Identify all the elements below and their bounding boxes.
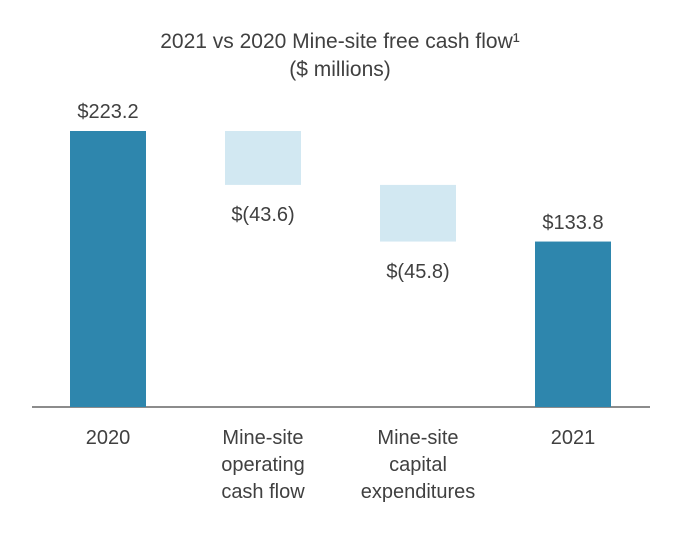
bar-4 bbox=[535, 241, 611, 407]
category-label-line: capital bbox=[389, 454, 447, 476]
bar-2 bbox=[225, 131, 301, 185]
category-label-1: 2020 bbox=[23, 425, 193, 452]
category-label-4: 2021 bbox=[488, 425, 658, 452]
category-label-line: 2020 bbox=[85, 427, 131, 449]
bar-1 bbox=[70, 131, 146, 407]
value-label-3: $(45.8) bbox=[386, 260, 450, 283]
value-label-1: $223.2 bbox=[77, 101, 139, 123]
category-label-2: Mine-site operating cash flow bbox=[178, 425, 348, 506]
category-label-line: Mine-site bbox=[377, 427, 459, 449]
chart-title-block: 2021 vs 2020 Mine-site free cash flow¹ (… bbox=[0, 28, 680, 84]
category-label-line: cash flow bbox=[221, 481, 305, 503]
category-label-3: Mine-site capital expenditures bbox=[333, 425, 503, 506]
category-label-line: Mine-site bbox=[222, 427, 304, 449]
chart-subtitle: ($ millions) bbox=[289, 58, 391, 81]
value-label-4: $133.8 bbox=[542, 211, 604, 234]
chart-title: 2021 vs 2020 Mine-site free cash flow¹ bbox=[160, 30, 520, 53]
category-label-line: 2021 bbox=[550, 427, 596, 449]
category-label-line: operating bbox=[221, 454, 305, 476]
category-label-line: expenditures bbox=[360, 481, 476, 503]
bar-3 bbox=[380, 184, 456, 242]
value-label-2: $(43.6) bbox=[231, 203, 295, 226]
